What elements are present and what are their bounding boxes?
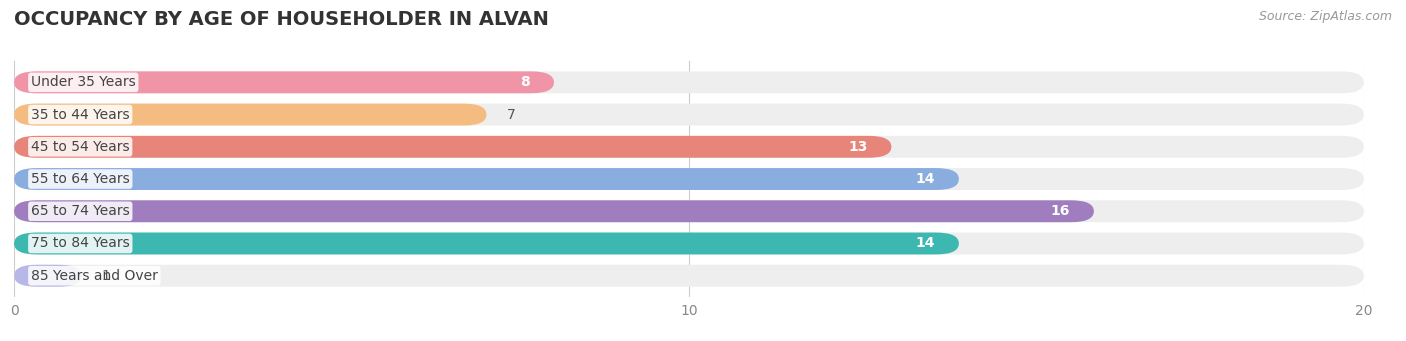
Text: 14: 14 xyxy=(915,237,935,251)
FancyBboxPatch shape xyxy=(14,104,1364,125)
FancyBboxPatch shape xyxy=(14,104,486,125)
FancyBboxPatch shape xyxy=(14,71,1364,93)
Text: 35 to 44 Years: 35 to 44 Years xyxy=(31,107,129,121)
Text: 45 to 54 Years: 45 to 54 Years xyxy=(31,140,129,154)
FancyBboxPatch shape xyxy=(14,233,959,254)
FancyBboxPatch shape xyxy=(14,200,1094,222)
FancyBboxPatch shape xyxy=(14,136,1364,158)
Text: 1: 1 xyxy=(101,269,111,283)
FancyBboxPatch shape xyxy=(14,200,1364,222)
Text: 14: 14 xyxy=(915,172,935,186)
Text: 16: 16 xyxy=(1050,204,1070,218)
FancyBboxPatch shape xyxy=(14,233,1364,254)
FancyBboxPatch shape xyxy=(14,71,554,93)
Text: 7: 7 xyxy=(506,107,516,121)
Text: Under 35 Years: Under 35 Years xyxy=(31,75,136,89)
Text: 13: 13 xyxy=(848,140,868,154)
Text: 75 to 84 Years: 75 to 84 Years xyxy=(31,237,129,251)
Text: Source: ZipAtlas.com: Source: ZipAtlas.com xyxy=(1258,10,1392,23)
FancyBboxPatch shape xyxy=(14,136,891,158)
Text: OCCUPANCY BY AGE OF HOUSEHOLDER IN ALVAN: OCCUPANCY BY AGE OF HOUSEHOLDER IN ALVAN xyxy=(14,10,548,29)
Text: 8: 8 xyxy=(520,75,530,89)
Text: 85 Years and Over: 85 Years and Over xyxy=(31,269,157,283)
FancyBboxPatch shape xyxy=(14,265,1364,287)
FancyBboxPatch shape xyxy=(14,265,82,287)
Text: 55 to 64 Years: 55 to 64 Years xyxy=(31,172,129,186)
Text: 65 to 74 Years: 65 to 74 Years xyxy=(31,204,129,218)
FancyBboxPatch shape xyxy=(14,168,959,190)
FancyBboxPatch shape xyxy=(14,168,1364,190)
